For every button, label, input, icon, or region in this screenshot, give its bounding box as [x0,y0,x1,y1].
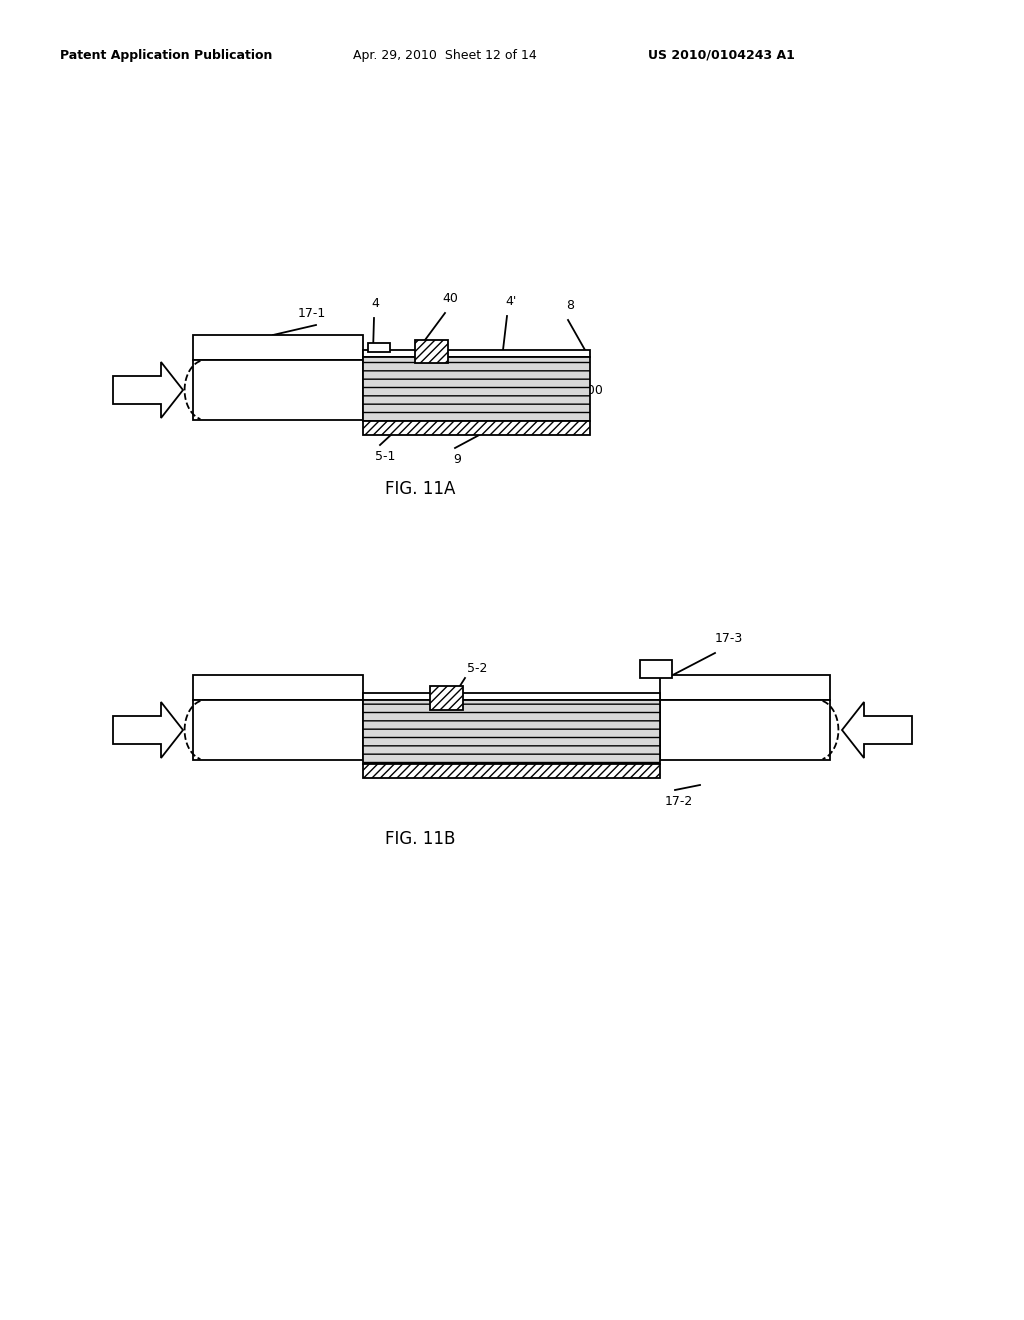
Bar [362,356,590,421]
Text: 8: 8 [566,300,574,312]
Bar [193,675,362,700]
Text: 100: 100 [580,384,604,396]
Bar [362,350,590,356]
Bar [193,700,362,760]
Text: 9: 9 [453,453,461,466]
Bar [193,360,362,420]
Text: 17-2: 17-2 [665,795,693,808]
Bar [362,700,660,764]
Bar [415,341,449,363]
Text: Patent Application Publication: Patent Application Publication [60,49,272,62]
Bar [193,335,362,360]
Text: 5-2: 5-2 [467,663,487,675]
Bar [368,343,390,352]
Text: FIG. 11A: FIG. 11A [385,480,456,498]
Bar [640,660,672,678]
Bar [660,675,830,700]
Text: FIG. 11B: FIG. 11B [385,830,456,847]
Polygon shape [113,702,183,758]
Bar [660,700,830,760]
Bar [362,693,660,700]
Text: 17-3: 17-3 [715,632,743,645]
Polygon shape [113,362,183,418]
Polygon shape [842,702,912,758]
Text: US 2010/0104243 A1: US 2010/0104243 A1 [648,49,795,62]
Text: 40: 40 [442,292,458,305]
Text: 4: 4 [371,297,379,310]
Text: 5-1: 5-1 [375,450,395,463]
Text: 4': 4' [505,294,516,308]
Text: 17-1: 17-1 [298,308,327,319]
Text: Apr. 29, 2010  Sheet 12 of 14: Apr. 29, 2010 Sheet 12 of 14 [353,49,537,62]
Bar [362,421,590,436]
Bar [362,764,660,777]
Bar [430,686,463,710]
